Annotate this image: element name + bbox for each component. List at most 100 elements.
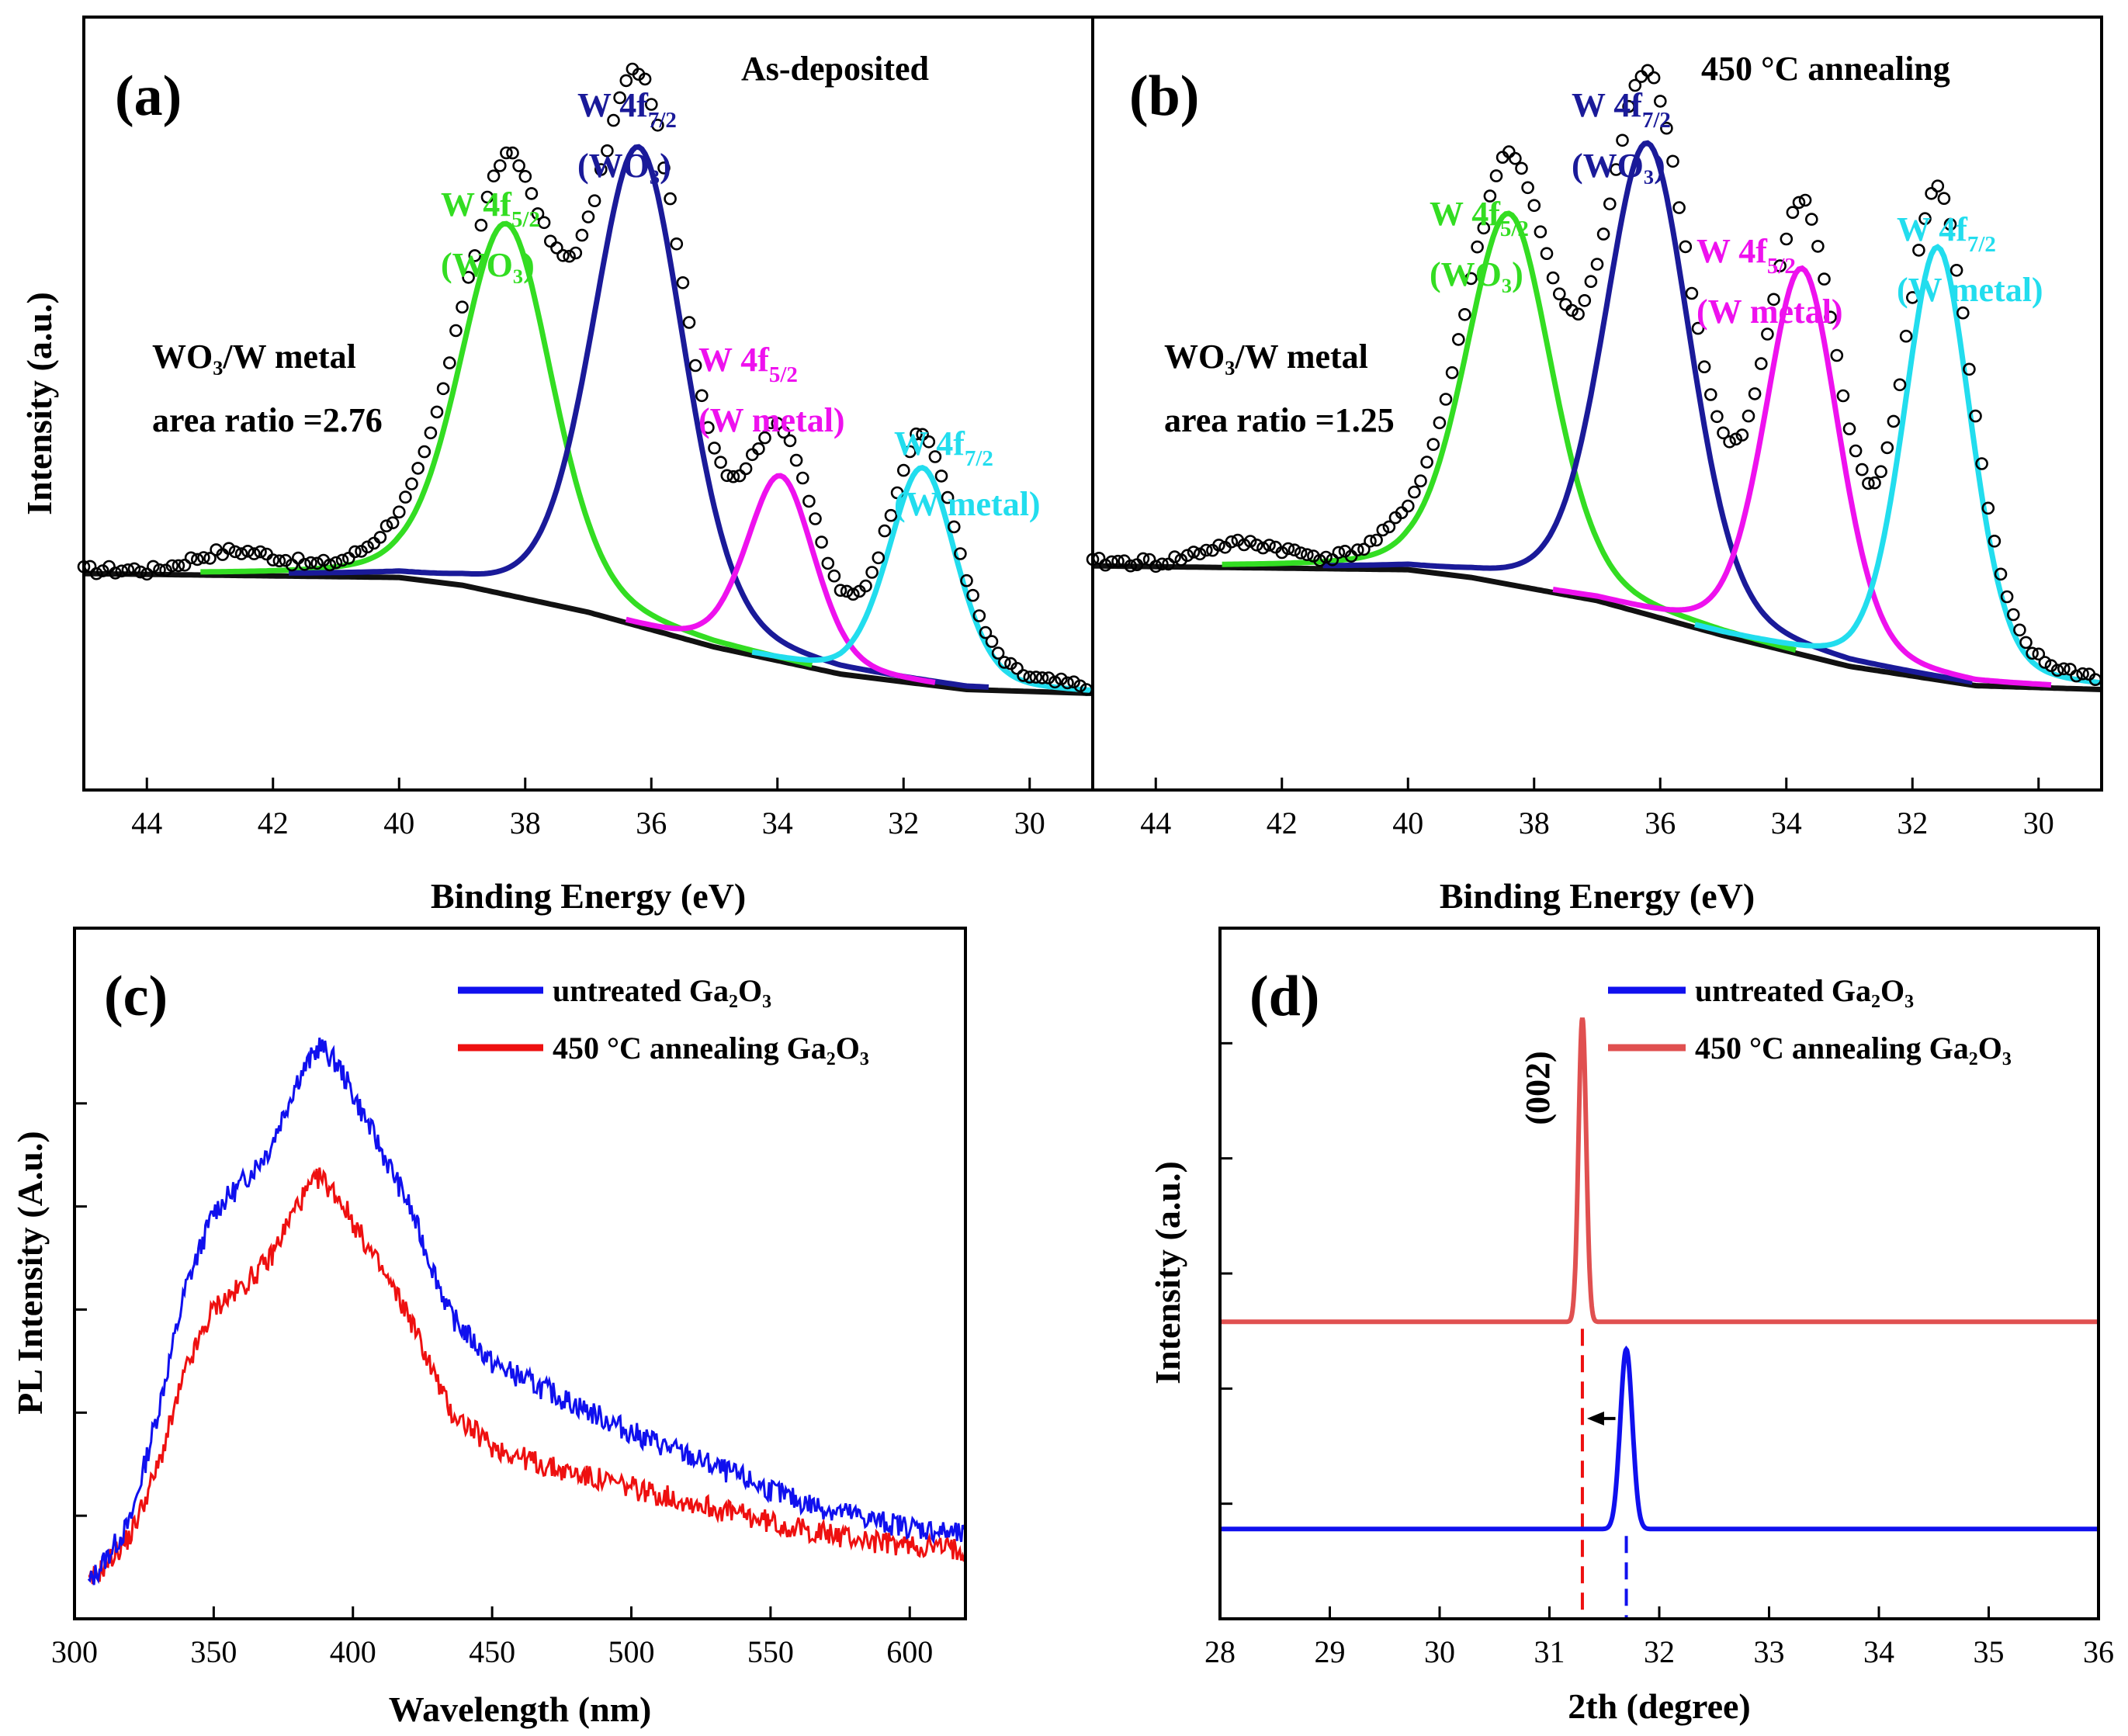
- x-tick-label: 30: [2023, 806, 2054, 840]
- data-point: [1912, 244, 1925, 257]
- x-tick-label: 38: [510, 806, 541, 840]
- data-point: [670, 237, 684, 251]
- data-point: [1263, 539, 1276, 552]
- data-point: [2050, 664, 2064, 677]
- panel-b-label-w4f52-wo3: W 4f5/2 (WO₃): [1430, 195, 1529, 293]
- data-point: [884, 508, 898, 522]
- panel-d-ticks: 28 29 30 31 32 33 34 35 36: [1204, 927, 2114, 1669]
- data-point: [1483, 189, 1497, 203]
- data-point: [1596, 227, 1610, 241]
- panel-b-ticks: 44 42 40 38 36 34 32 30: [1140, 778, 2054, 840]
- data-point: [1691, 321, 1705, 335]
- data-point: [1931, 179, 1945, 192]
- panel-d-legend: untreated Ga₂O₃ 450 °C annealing Ga₂O₃: [1608, 973, 2012, 1066]
- data-point: [310, 556, 324, 570]
- data-point: [922, 435, 936, 449]
- data-point: [147, 560, 160, 573]
- data-point: [537, 216, 551, 230]
- data-point: [1981, 501, 1995, 515]
- panel-d-peak-label: (002): [1519, 1051, 1557, 1124]
- data-point: [248, 547, 261, 560]
- data-point: [569, 246, 583, 260]
- svg-text:W 4f5/2: W 4f5/2: [1430, 195, 1529, 241]
- data-point: [1849, 444, 1863, 458]
- fit-w4f52-metal: [625, 473, 936, 685]
- x-tick-label: 40: [1392, 806, 1423, 840]
- data-point: [1660, 121, 1673, 135]
- svg-text:W 4f7/2: W 4f7/2: [1572, 86, 1671, 133]
- data-point: [1156, 557, 1169, 571]
- data-point: [121, 563, 135, 577]
- panel-a-ylabel: Intensity (a.u.): [19, 292, 59, 515]
- peak-label-sub: 7/2: [1967, 232, 1996, 257]
- panel-d-xlabel: 2th (degree): [1568, 1686, 1750, 1726]
- data-point: [1584, 275, 1598, 289]
- data-point: [1225, 535, 1239, 549]
- data-point: [910, 427, 923, 441]
- data-point: [456, 300, 469, 314]
- data-point: [506, 146, 519, 160]
- data-point: [1880, 441, 1894, 455]
- data-point: [1862, 476, 1875, 490]
- data-point: [1792, 196, 1806, 210]
- panel-a-label: (a): [115, 64, 182, 128]
- data-point: [1509, 151, 1522, 165]
- data-point: [1521, 181, 1534, 195]
- data-point: [1364, 534, 1377, 548]
- panel-b-label-w4f52-metal: W 4f5/2 (W metal): [1697, 232, 1843, 331]
- data-point: [1697, 360, 1711, 374]
- x-tick-label: 600: [886, 1634, 933, 1669]
- data-point: [1565, 303, 1579, 317]
- peak-label-main: W 4f: [1697, 232, 1768, 270]
- panel-a-ticks: 44 42 40 38 36 34 32 30: [131, 778, 1045, 840]
- x-tick-label: 28: [1204, 1634, 1236, 1669]
- peak-label-line2: (WO₃): [577, 147, 671, 185]
- data-point: [1281, 542, 1295, 556]
- data-point: [847, 587, 860, 601]
- data-point: [1464, 272, 1478, 286]
- data-point: [998, 656, 1011, 669]
- data-point: [1200, 543, 1213, 557]
- data-point: [1023, 670, 1037, 684]
- data-point: [1035, 671, 1049, 684]
- data-point: [872, 551, 886, 565]
- data-point: [1445, 366, 1459, 379]
- data-point: [1956, 306, 1970, 320]
- data-point: [1055, 672, 1068, 686]
- data-point: [1420, 456, 1433, 469]
- data-point: [1162, 557, 1175, 571]
- data-point: [556, 248, 570, 262]
- x-tick-label: 350: [190, 1634, 237, 1669]
- data-point: [1622, 99, 1635, 113]
- peak-label-main: W 4f: [1897, 210, 1968, 248]
- data-point: [1288, 543, 1301, 557]
- series-untreated-xrd: [1220, 1345, 2099, 1532]
- data-point: [1893, 378, 1907, 392]
- panel-c-frame: [73, 927, 967, 1620]
- data-point: [1950, 263, 1963, 277]
- peak-label-main: W 4f: [894, 424, 965, 463]
- data-point: [815, 535, 828, 549]
- data-point: [436, 382, 450, 396]
- panel-d-ylabel: Intensity (a.u.): [1148, 1161, 1187, 1384]
- data-point: [764, 416, 778, 430]
- panel-d-label: (d): [1249, 965, 1319, 1028]
- data-point: [1061, 676, 1074, 690]
- data-point: [380, 519, 393, 533]
- peak-label-line2: (W metal): [698, 401, 845, 439]
- data-point: [985, 635, 999, 648]
- legend-label-untreated: untreated Ga₂O₃: [553, 973, 771, 1008]
- data-point: [733, 469, 747, 483]
- panel-c-label: (c): [104, 965, 168, 1028]
- data-point: [1319, 550, 1333, 564]
- data-point: [1925, 187, 1938, 200]
- svg-text:W 4f7/2: W 4f7/2: [1897, 210, 1996, 257]
- data-point: [972, 609, 986, 622]
- data-point: [739, 462, 753, 476]
- data-point: [726, 470, 740, 483]
- peak-label-line2: (W metal): [1697, 293, 1843, 331]
- panel-b-condition: 450 °C annealing: [1701, 50, 1950, 88]
- data-point: [1540, 247, 1554, 261]
- data-point: [127, 562, 141, 576]
- background-line: [1093, 563, 2102, 692]
